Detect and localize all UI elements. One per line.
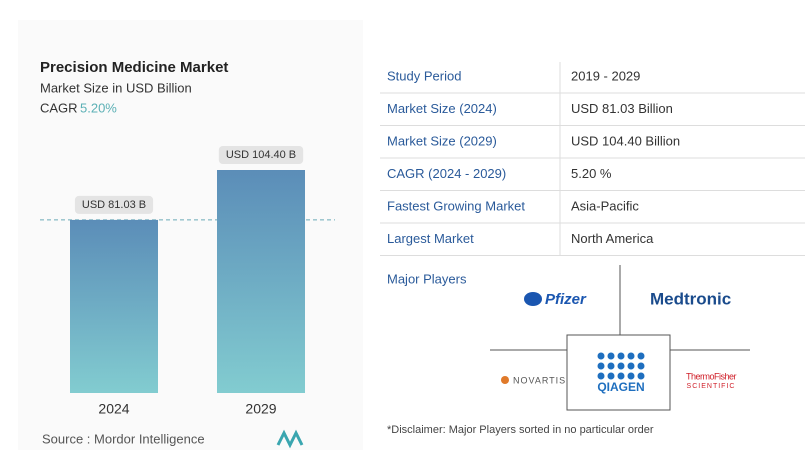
logo: QIAGEN <box>597 380 644 394</box>
row-label: Market Size (2029) <box>387 133 497 148</box>
row-label: Study Period <box>387 68 461 83</box>
row-label: Largest Market <box>387 231 474 246</box>
x-tick-label: 2029 <box>245 401 276 417</box>
chart-title: Precision Medicine Market <box>40 59 228 76</box>
row-label: Market Size (2024) <box>387 101 497 116</box>
value-label-box <box>74 195 154 214</box>
logo-icon <box>597 352 645 380</box>
row-value: USD 81.03 Billion <box>571 101 673 116</box>
x-tick-label: 2024 <box>98 401 129 417</box>
major-players-label: Major Players <box>387 271 467 286</box>
chart-subtitle: Market Size in USD Billion <box>40 80 192 95</box>
row-value: 5.20 % <box>571 166 612 181</box>
brand-logo <box>276 429 304 449</box>
source: Source : Mordor Intelligence <box>42 431 205 446</box>
row-value: Asia-Pacific <box>571 198 639 213</box>
value-label: USD 104.40 B <box>226 149 296 161</box>
row-label: CAGR (2024 - 2029) <box>387 166 506 181</box>
row-value: 2019 - 2029 <box>571 68 640 83</box>
logo: NOVARTIS <box>513 375 566 385</box>
logo-icon <box>501 376 509 384</box>
logo: ThermoFisher <box>686 371 737 381</box>
value-label-box <box>218 146 304 164</box>
row-label: Fastest Growing Market <box>387 198 525 213</box>
data-table: Study Period 2019 - 2029 Market Size (2024… <box>380 62 805 256</box>
cagr-label: CAGR <box>40 100 78 115</box>
bar <box>70 219 158 393</box>
divider-box <box>566 334 671 411</box>
cagr-value: 5.20% <box>80 100 117 115</box>
value-label: USD 81.03 B <box>82 199 146 211</box>
row-value: North America <box>571 231 654 246</box>
logo: Medtronic <box>650 289 731 308</box>
logo: SCIENTIFIC <box>687 383 736 390</box>
row-value: USD 104.40 Billion <box>571 133 680 148</box>
logo-icon <box>524 292 542 306</box>
logo: Pfizer <box>545 291 587 308</box>
disclaimer: *Disclaimer: Major Players sorted in no … <box>387 424 654 436</box>
bar <box>217 170 305 393</box>
